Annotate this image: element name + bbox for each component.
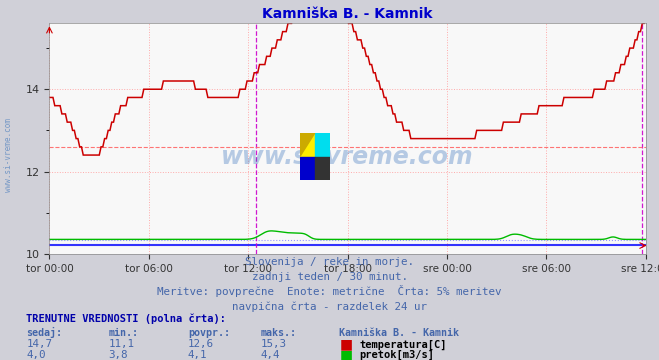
Text: Slovenija / reke in morje.: Slovenija / reke in morje. <box>245 257 414 267</box>
Bar <box>300 133 315 157</box>
Text: navpična črta - razdelek 24 ur: navpična črta - razdelek 24 ur <box>232 301 427 312</box>
Text: 11,1: 11,1 <box>109 339 134 350</box>
Text: 12,6: 12,6 <box>188 339 214 350</box>
Text: TRENUTNE VREDNOSTI (polna črta):: TRENUTNE VREDNOSTI (polna črta): <box>26 314 226 324</box>
Text: 4,1: 4,1 <box>188 350 208 360</box>
Text: zadnji teden / 30 minut.: zadnji teden / 30 minut. <box>252 272 407 282</box>
Bar <box>300 157 315 180</box>
Polygon shape <box>300 133 315 157</box>
Text: 4,4: 4,4 <box>260 350 280 360</box>
Text: www.si-vreme.com: www.si-vreme.com <box>221 145 474 169</box>
Text: Meritve: povprečne  Enote: metrične  Črta: 5% meritev: Meritve: povprečne Enote: metrične Črta:… <box>158 285 501 297</box>
Text: 3,8: 3,8 <box>109 350 129 360</box>
Bar <box>315 133 330 157</box>
Text: www.si-vreme.com: www.si-vreme.com <box>4 118 13 192</box>
Text: maks.:: maks.: <box>260 328 297 338</box>
Text: ■: ■ <box>339 348 353 360</box>
Text: min.:: min.: <box>109 328 139 338</box>
Text: povpr.:: povpr.: <box>188 328 230 338</box>
Title: Kamniška B. - Kamnik: Kamniška B. - Kamnik <box>262 7 433 21</box>
Text: sedaj:: sedaj: <box>26 327 63 338</box>
Text: Kamniška B. - Kamnik: Kamniška B. - Kamnik <box>339 328 459 338</box>
Text: pretok[m3/s]: pretok[m3/s] <box>359 350 434 360</box>
Text: temperatura[C]: temperatura[C] <box>359 339 447 350</box>
Polygon shape <box>315 157 330 180</box>
Text: 4,0: 4,0 <box>26 350 46 360</box>
Text: 14,7: 14,7 <box>26 339 52 350</box>
Text: 15,3: 15,3 <box>260 339 286 350</box>
Text: ■: ■ <box>339 337 353 351</box>
